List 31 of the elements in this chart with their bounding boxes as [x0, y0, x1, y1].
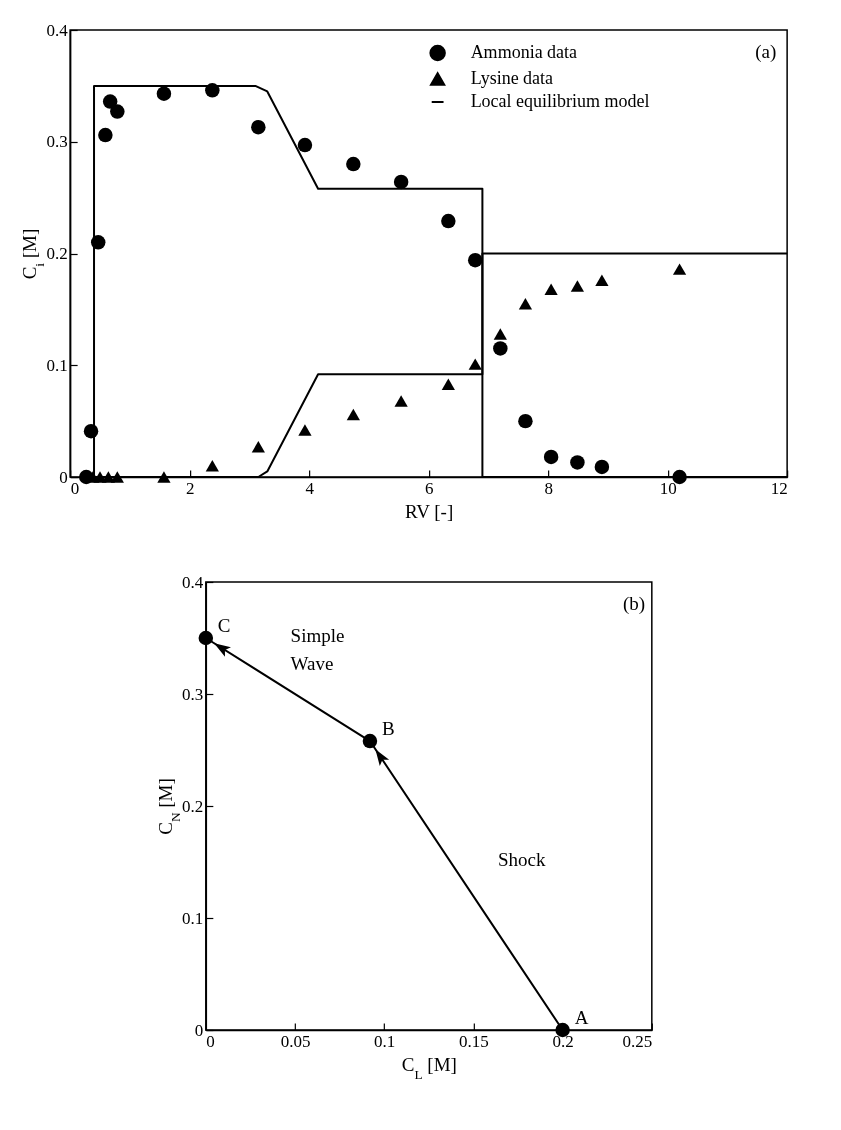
legend-label: Local equilibrium model — [470, 91, 650, 111]
x-axis-title: RV [-] — [404, 500, 454, 522]
y-tick-label: 0.2 — [46, 244, 68, 263]
annotation: Simple Wave — [290, 624, 345, 674]
x-tick-label: 0.2 — [552, 1031, 574, 1051]
annotation: A — [574, 1007, 589, 1028]
x-tick-label: 10 — [659, 478, 677, 498]
y-tick-label: 0.1 — [182, 908, 204, 928]
y-tick-label: 0.1 — [46, 355, 68, 375]
y-tick-label: 0.3 — [182, 684, 204, 704]
x-tick-label: 12 — [770, 478, 788, 498]
legend-label: Lysine data — [470, 68, 554, 88]
y-tick-label: 0.3 — [46, 132, 68, 152]
annotation: (a) — [755, 41, 777, 64]
x-tick-label: 6 — [424, 478, 434, 498]
annotation: B — [381, 718, 395, 740]
y-tick-label: 0.4 — [46, 20, 69, 40]
x-tick-label: 2 — [185, 478, 195, 498]
x-tick-label: 0.25 — [622, 1031, 653, 1051]
legend-label: Ammonia data — [470, 42, 578, 62]
annotation: Shock — [497, 848, 546, 870]
y-tick-label: 0.2 — [182, 796, 204, 816]
x-tick-label: 0.1 — [374, 1031, 396, 1051]
y-tick-label: 0.4 — [182, 572, 204, 592]
x-tick-label: 4 — [305, 478, 315, 498]
x-tick-label: 0.15 — [459, 1031, 489, 1051]
annotation: C — [217, 615, 231, 636]
x-tick-label: 8 — [544, 478, 553, 498]
annotation: (b) — [622, 593, 646, 616]
x-tick-label: 0.05 — [280, 1031, 311, 1051]
x-axis-title: C$_{L}$ [M] — [401, 1053, 457, 1081]
